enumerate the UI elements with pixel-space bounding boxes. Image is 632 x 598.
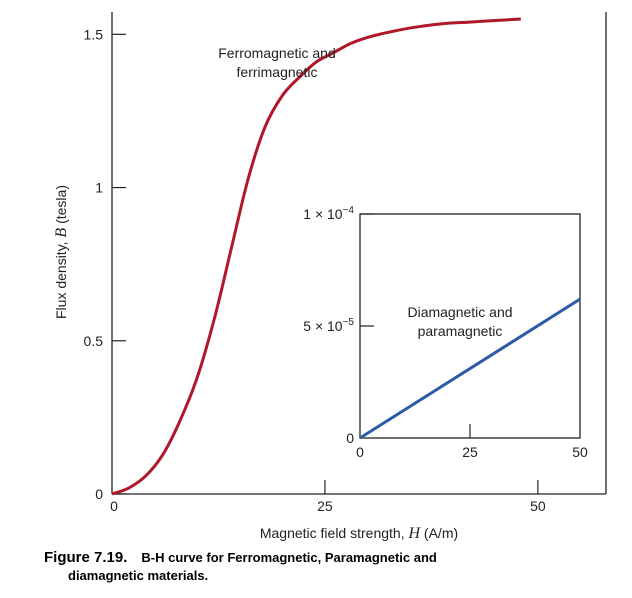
inset-y-tick-label: 0: [346, 430, 354, 446]
dia-label-line1: Diamagnetic and: [407, 304, 512, 320]
main-x-tick-label: 50: [530, 498, 546, 514]
caption-label: Figure 7.19.: [44, 549, 127, 566]
inset-x-tick-label: 0: [356, 444, 364, 460]
y-axis-label: Flux density, B (tesla): [53, 185, 70, 319]
inset-x-tick-label: 50: [572, 444, 588, 460]
main-y-tick-label: 0: [95, 486, 103, 502]
ferro-label-line2: ferrimagnetic: [237, 64, 318, 80]
inset-frame: [359, 213, 581, 439]
main-x-tick-label: 0: [110, 498, 118, 514]
main-x-tick-label: 25: [317, 498, 333, 514]
diamagnetic-line: [359, 297, 581, 440]
main-y-tick-label: 0.5: [84, 333, 104, 349]
inset-y-tick-label: 5 × 10−5: [303, 317, 354, 334]
inset-y-tick-label: 1 × 10−4: [303, 205, 354, 222]
ferromagnetic-curve: [111, 17, 521, 496]
inset-x-tick-label: 25: [462, 444, 478, 460]
x-axis-label: Magnetic field strength, H (A/m): [260, 525, 458, 542]
caption-line1: Figure 7.19. B-H curve for Ferromagnetic,…: [44, 549, 437, 566]
caption-line2: diamagnetic materials.: [68, 568, 208, 583]
main-y-tick-label: 1.5: [84, 26, 104, 42]
ferro-label-line1: Ferromagnetic and: [218, 45, 336, 61]
dia-label-line2: paramagnetic: [418, 323, 503, 339]
main-y-tick-label: 1: [95, 180, 103, 196]
